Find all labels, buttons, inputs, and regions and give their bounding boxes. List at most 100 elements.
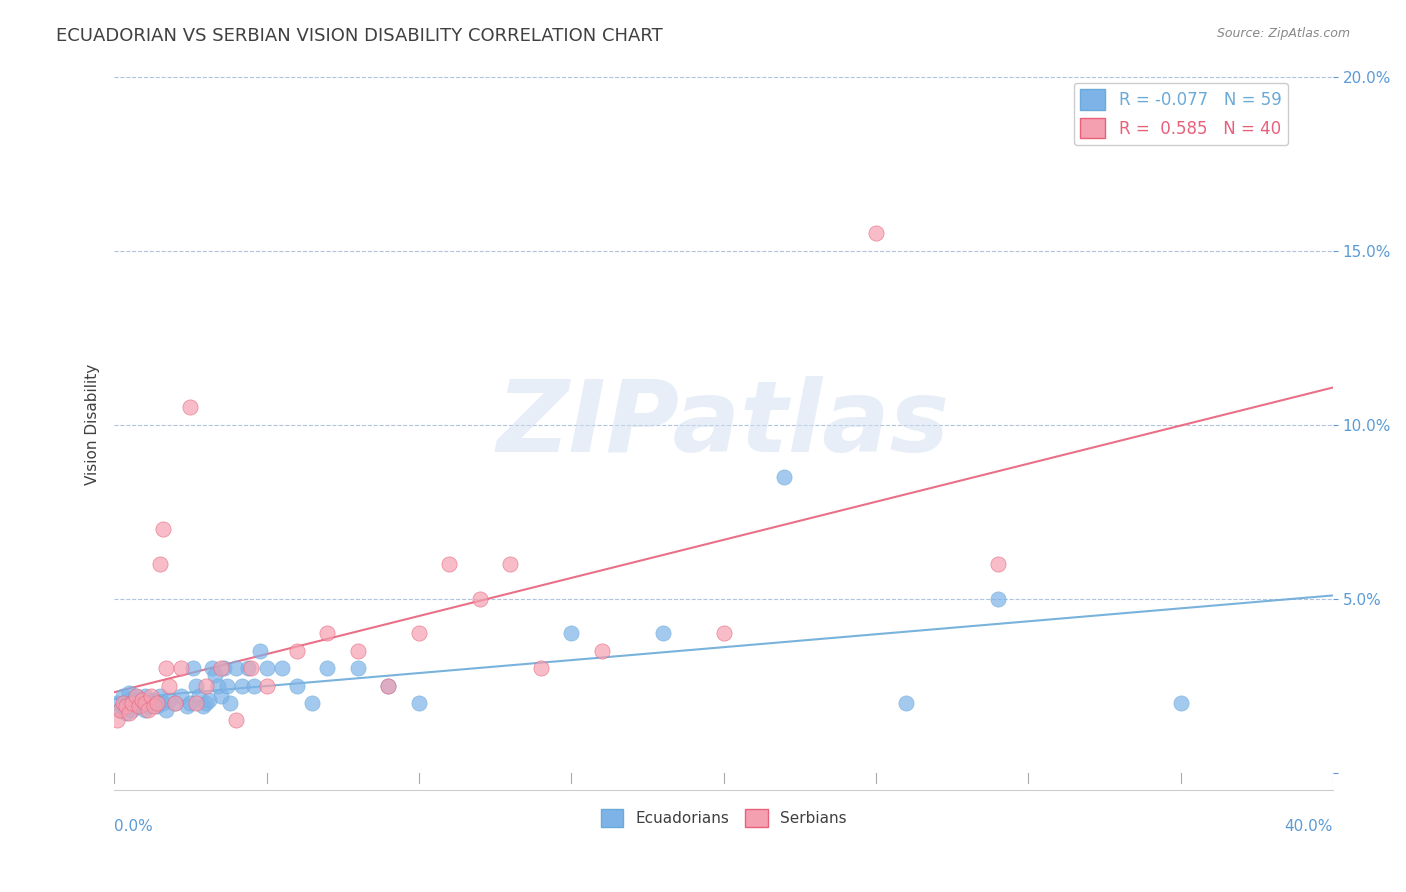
Point (773, 470, 796, 484)
Point (191, 699, 214, 714)
Point (149, 689, 172, 703)
Point (713, 626, 735, 640)
Point (408, 696, 430, 710)
Point (105, 714, 128, 728)
Point (152, 696, 174, 710)
Point (124, 699, 146, 714)
Point (149, 557, 172, 571)
Point (112, 689, 135, 703)
Point (194, 679, 217, 693)
Point (212, 661, 235, 675)
Point (136, 703, 159, 717)
Point (128, 699, 150, 714)
Point (219, 696, 242, 710)
Point (377, 679, 399, 693)
Point (118, 692, 141, 706)
Point (110, 703, 132, 717)
Point (256, 679, 278, 693)
Point (131, 696, 153, 710)
Point (285, 679, 308, 693)
Point (124, 689, 146, 703)
Point (225, 714, 247, 728)
Text: Source: ZipAtlas.com: Source: ZipAtlas.com (1216, 27, 1350, 40)
Point (186, 679, 208, 693)
Text: ZIPatlas: ZIPatlas (496, 376, 950, 474)
Point (204, 668, 226, 682)
Point (186, 696, 208, 710)
Point (316, 661, 339, 675)
Point (301, 696, 323, 710)
Point (170, 661, 193, 675)
Point (209, 661, 232, 675)
Point (136, 699, 159, 714)
Point (134, 689, 156, 703)
Point (110, 703, 132, 717)
Legend: Ecuadorians, Serbians: Ecuadorians, Serbians (595, 803, 852, 833)
Point (591, 644, 613, 658)
Point (225, 661, 247, 675)
Point (249, 644, 271, 658)
Point (131, 692, 153, 706)
Point (165, 696, 187, 710)
Y-axis label: Vision Disability: Vision Disability (86, 364, 100, 485)
Point (118, 685, 141, 699)
Point (121, 696, 143, 710)
Point (188, 689, 211, 703)
Point (285, 644, 308, 658)
Point (209, 689, 232, 703)
Point (201, 661, 224, 675)
Point (146, 696, 169, 710)
Point (194, 696, 217, 710)
Point (238, 661, 260, 675)
Point (896, 696, 918, 710)
Point (651, 626, 673, 640)
Point (121, 696, 143, 710)
Point (134, 696, 156, 710)
Point (155, 703, 177, 717)
Point (231, 679, 253, 693)
Point (347, 661, 370, 675)
Point (197, 692, 219, 706)
Point (139, 689, 162, 703)
Point (134, 703, 156, 717)
Point (215, 679, 238, 693)
Point (170, 689, 193, 703)
Point (183, 661, 205, 675)
Point (347, 644, 370, 658)
Point (155, 661, 177, 675)
Point (468, 591, 491, 606)
Point (179, 401, 201, 415)
Point (146, 699, 169, 714)
Point (121, 703, 143, 717)
Point (207, 679, 229, 693)
Text: 40.0%: 40.0% (1285, 819, 1333, 834)
Point (439, 557, 461, 571)
Text: ECUADORIAN VS SERBIAN VISION DISABILITY CORRELATION CHART: ECUADORIAN VS SERBIAN VISION DISABILITY … (56, 27, 664, 45)
Point (115, 706, 138, 721)
Point (105, 696, 128, 710)
Point (243, 679, 266, 693)
Point (865, 227, 887, 241)
Point (408, 626, 430, 640)
Point (256, 661, 278, 675)
Point (112, 696, 135, 710)
Text: 0.0%: 0.0% (114, 819, 153, 834)
Point (270, 661, 292, 675)
Point (1170, 696, 1192, 710)
Point (118, 706, 141, 721)
Point (157, 679, 180, 693)
Point (987, 591, 1010, 606)
Point (316, 626, 339, 640)
Point (124, 689, 146, 703)
Point (128, 692, 150, 706)
Point (176, 699, 198, 714)
Point (142, 699, 165, 714)
Point (115, 699, 138, 714)
Point (179, 696, 201, 710)
Point (530, 661, 553, 675)
Point (560, 626, 582, 640)
Point (152, 522, 174, 536)
Point (112, 699, 135, 714)
Point (240, 661, 263, 675)
Point (142, 692, 165, 706)
